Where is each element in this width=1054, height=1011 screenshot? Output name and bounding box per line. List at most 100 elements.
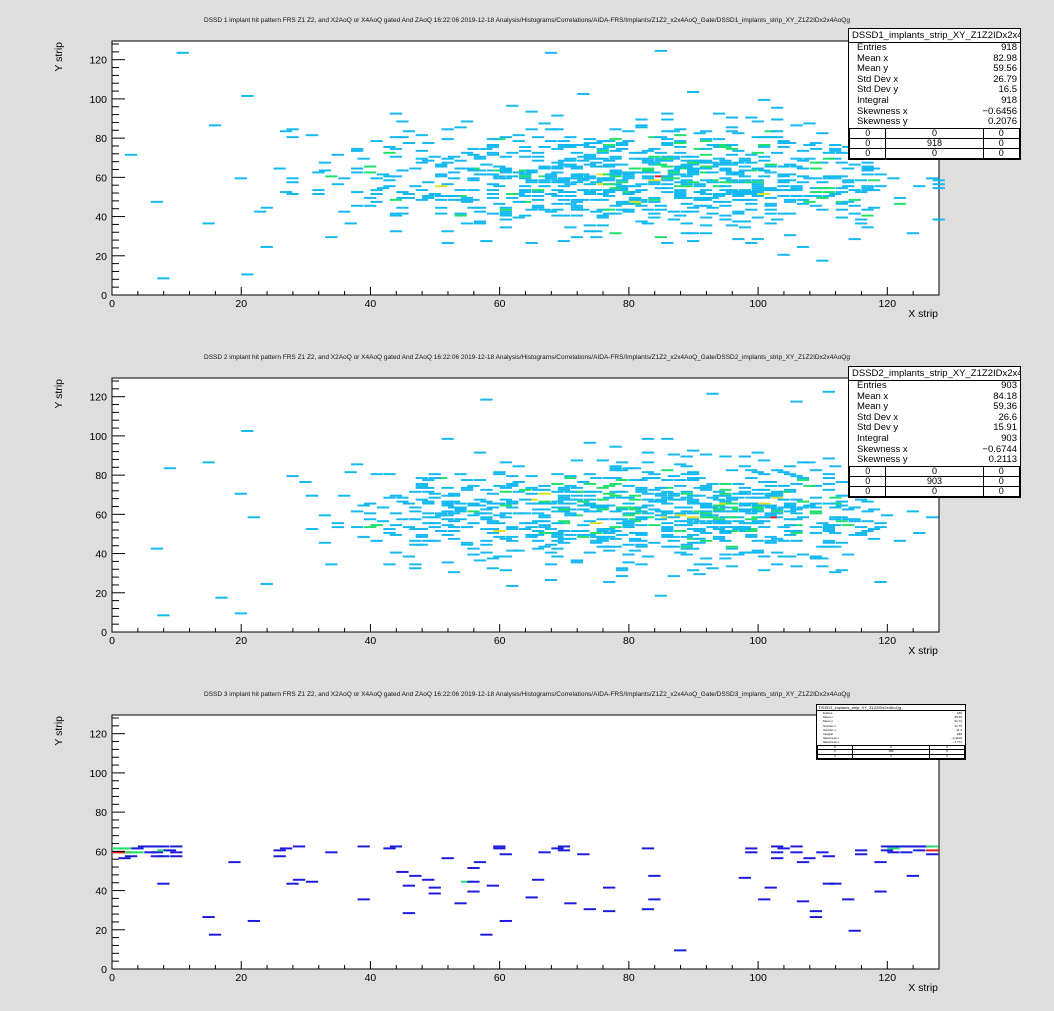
heatmap-bin: [499, 512, 512, 515]
heatmap-bin: [667, 130, 680, 133]
heatmap-bin: [493, 185, 506, 188]
heatmap-bin: [706, 161, 719, 164]
heatmap-bin: [822, 151, 835, 154]
heatmap-bin: [570, 200, 584, 203]
heatmap-bin: [771, 118, 784, 121]
heatmap-bin: [570, 144, 584, 146]
heatmap-bin: [305, 528, 319, 531]
heatmap-bin: [771, 537, 784, 540]
heatmap-bin: [809, 194, 823, 197]
heatmap-bin: [441, 518, 454, 521]
heatmap-bin: [738, 159, 751, 162]
heatmap-bin: [699, 516, 713, 519]
stats-row: Skewness x −0.6456: [849, 106, 1020, 118]
heatmap-bin: [124, 153, 138, 156]
heatmap-bin: [822, 457, 835, 460]
heatmap-bin: [363, 165, 377, 168]
heatmap-bin: [745, 522, 758, 525]
heatmap-bin: [447, 571, 461, 574]
heatmap-bin: [661, 510, 674, 513]
heatmap-bin: [467, 147, 480, 150]
heatmap-bin: [790, 187, 803, 190]
heatmap-bin: [674, 463, 687, 466]
heatmap-bin: [577, 159, 590, 162]
heatmap-bin: [771, 106, 784, 109]
heatmap-bin: [751, 136, 764, 139]
heatmap-bin: [861, 214, 874, 217]
heatmap-bin: [402, 884, 416, 887]
heatmap-bin: [848, 163, 861, 166]
heatmap-bin: [609, 183, 622, 186]
heatmap-bin: [615, 181, 629, 184]
heatmap-bin: [544, 173, 558, 176]
heatmap-bin: [783, 142, 797, 145]
heatmap-bin: [661, 187, 674, 190]
heatmap-bin: [499, 516, 512, 519]
heatmap-bin: [519, 194, 532, 197]
stats-grid-cell: 0: [848, 147, 887, 159]
heatmap-bin: [732, 181, 745, 184]
heatmap-bin: [118, 847, 131, 850]
heatmap-bin: [531, 488, 545, 491]
heatmap-bin: [460, 151, 474, 154]
heatmap-bin: [538, 531, 551, 534]
heatmap-bin: [809, 526, 823, 529]
heatmap-bin: [512, 549, 525, 552]
heatmap-bin: [803, 122, 816, 125]
heatmap-bin: [493, 177, 506, 180]
heatmap-bin: [687, 169, 700, 172]
heatmap-bin: [751, 187, 764, 190]
stats-row: Skewness y 0.2113: [849, 455, 1020, 466]
heatmap-bin: [577, 500, 590, 503]
heatmap-bin: [745, 202, 758, 205]
heatmap-bin: [861, 167, 874, 170]
heatmap-bin: [447, 171, 461, 174]
heatmap-bin: [441, 494, 454, 497]
heatmap-bin: [751, 520, 764, 523]
heatmap-bin: [712, 194, 726, 197]
heatmap-bin: [486, 522, 500, 525]
heatmap-bin: [435, 173, 448, 176]
heatmap-bin: [551, 128, 564, 131]
heatmap-bin: [596, 151, 609, 154]
heatmap-bin: [816, 196, 829, 199]
heatmap-bin: [790, 194, 803, 197]
heatmap-bin: [396, 500, 409, 503]
heatmap-bin: [771, 512, 784, 515]
heatmap-bin: [551, 161, 564, 164]
heatmap-bin: [680, 159, 693, 162]
heatmap-bin: [325, 236, 338, 239]
heatmap-bin: [855, 531, 868, 534]
heatmap-bin: [570, 561, 584, 564]
stats-key: Std Dev y: [823, 727, 837, 732]
heatmap-bin: [389, 214, 403, 217]
heatmap-bin: [661, 545, 674, 548]
heatmap-bin: [590, 230, 603, 233]
heatmap-bin: [874, 581, 887, 583]
heatmap-bin: [570, 177, 584, 180]
heatmap-bin: [551, 506, 564, 509]
heatmap-bin: [460, 200, 474, 203]
heatmap-bin: [512, 490, 525, 493]
heatmap-bin: [661, 486, 674, 489]
heatmap-bin: [667, 218, 680, 221]
heatmap-bin: [519, 149, 532, 152]
heatmap-bin: [544, 502, 558, 505]
heatmap-bin: [661, 118, 674, 121]
heatmap-bin: [447, 194, 461, 197]
heatmap-bin: [499, 214, 512, 217]
heatmap-bin: [680, 553, 693, 556]
heatmap-bin: [389, 112, 403, 115]
heatmap-bin: [312, 189, 325, 192]
heatmap-bin: [493, 845, 506, 848]
heatmap-bin: [848, 204, 861, 207]
stats-grid-cell: 0: [848, 137, 887, 149]
stats-key: Std Dev x: [857, 73, 899, 85]
heatmap-bin: [783, 533, 797, 536]
heatmap-bin: [796, 506, 810, 509]
stats-grid-cell: 0: [982, 485, 1021, 497]
heatmap-bin: [932, 179, 945, 182]
heatmap-bin: [370, 539, 383, 542]
heatmap-bin: [615, 142, 629, 145]
heatmap-bin: [531, 136, 545, 139]
